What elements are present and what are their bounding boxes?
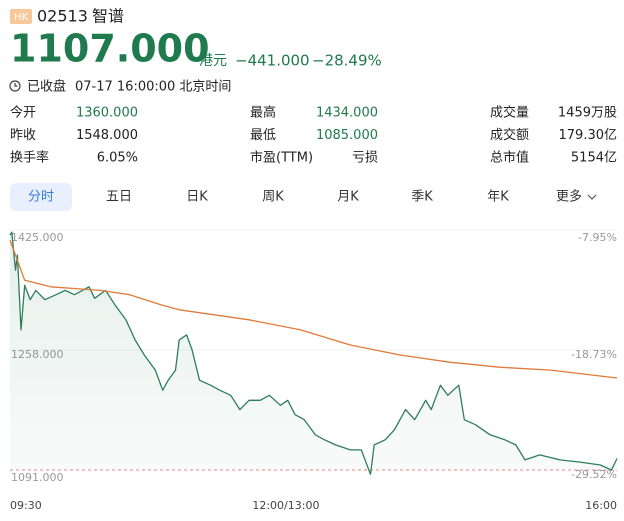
stat-label: 今开	[10, 105, 36, 121]
y-tick-label: 1425.000	[11, 231, 64, 244]
y2-tick-label: -29.52%	[571, 468, 617, 481]
stat-value: 179.30亿	[559, 128, 618, 143]
tab[interactable]: 分时	[28, 190, 54, 205]
more-chevron[interactable]	[587, 194, 597, 200]
tab[interactable]: 年K	[487, 190, 509, 205]
tab[interactable]: 月K	[337, 190, 359, 205]
stat-value: 1434.000	[316, 106, 378, 121]
price: 1107.000	[10, 27, 210, 71]
price-line	[9, 231, 618, 475]
stat-value: 5154亿	[571, 151, 617, 166]
tab[interactable]: 季K	[411, 190, 433, 205]
clock-hands	[14, 83, 18, 87]
stat-label: 市盈(TTM)	[250, 150, 313, 166]
tab-selected-bg[interactable]	[10, 183, 72, 211]
average-line	[9, 239, 618, 379]
stat-label: 换手率	[10, 150, 49, 166]
tab[interactable]: 周K	[262, 190, 284, 205]
stat-label: 昨收	[10, 128, 36, 143]
price-area	[10, 232, 617, 475]
stat-label: 总市值	[490, 150, 529, 166]
y2-tick-label: -18.73%	[571, 348, 617, 361]
stat-value: 1459万股	[558, 106, 617, 121]
stat-label: 成交额	[490, 127, 529, 143]
stat-value: 1548.000	[76, 128, 138, 143]
y2-tick-label: -7.95%	[578, 231, 617, 244]
x-tick-label: 16:00	[585, 499, 617, 512]
tab[interactable]: 日K	[186, 190, 208, 205]
x-tick-label: 09:30	[10, 499, 42, 512]
stat-label: 最低	[250, 128, 276, 143]
market-badge	[10, 9, 32, 24]
stat-value: 亏损	[352, 151, 378, 166]
status-time: 07-17 16:00:00 北京时间	[75, 80, 231, 95]
clock-icon	[9, 80, 21, 92]
stat-label: 成交量	[490, 105, 529, 121]
change: −441.000	[235, 52, 310, 70]
y-tick-label: 1091.000	[11, 471, 64, 484]
change-pct: −28.49%	[312, 52, 382, 70]
stat-value: 6.05%	[97, 151, 138, 166]
tab[interactable]: 更多	[556, 189, 582, 205]
status-state: 已收盘	[27, 79, 66, 95]
stat-value: 1360.000	[76, 106, 138, 121]
stat-value: 1085.000	[316, 128, 378, 143]
stock-name: 智谱	[92, 7, 124, 26]
chart: 1425.0001258.0001091.000-7.95%-18.73%-29…	[9, 229, 618, 512]
currency: 港元	[199, 53, 227, 69]
tab[interactable]: 五日	[106, 190, 132, 205]
stat-label: 最高	[250, 105, 276, 121]
market: HK	[14, 12, 29, 23]
x-tick-label: 12:00/13:00	[252, 499, 319, 512]
stock-code: 02513	[37, 7, 88, 26]
tabs[interactable]: 分时 五日 日K 周K 月K 季K 年K 更多	[10, 183, 597, 211]
